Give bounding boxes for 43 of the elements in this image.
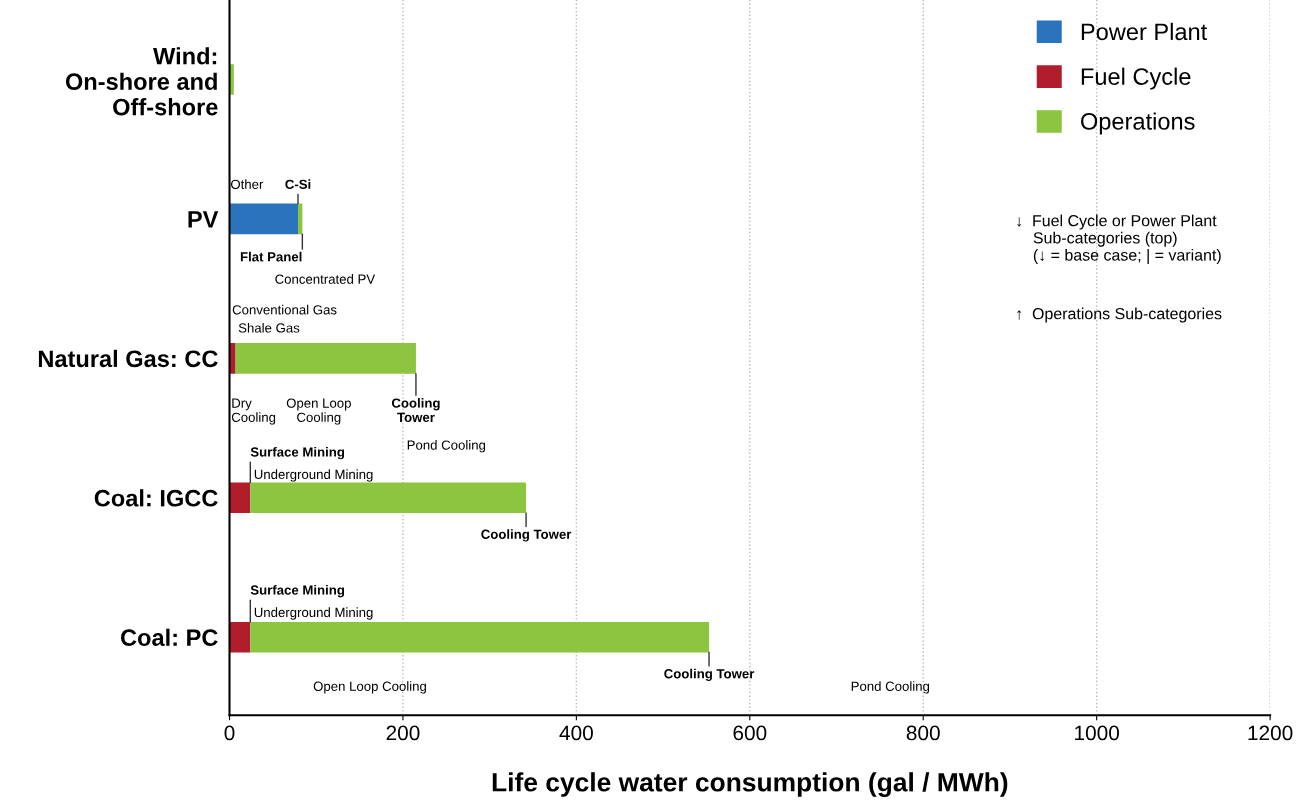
annotation: Cooling Tower <box>664 668 755 682</box>
bar <box>298 203 303 235</box>
annotation: Pond Cooling <box>851 681 930 694</box>
annotation: Dry Cooling <box>231 398 276 425</box>
annotation: Open Loop Cooling <box>313 681 426 694</box>
annotation: Pond Cooling <box>407 440 486 453</box>
bar <box>235 343 416 374</box>
annotation: ↓ Fuel Cycle or Power Plant Sub-categories (top) (↓ = base case; | = variant) <box>1017 214 1221 264</box>
x-tick-label: 1000 <box>1075 725 1120 741</box>
x-tick-label: 800 <box>906 725 940 741</box>
annotation: Conventional Gas <box>232 304 337 315</box>
y-tick-label: Coal: IGCC <box>94 489 218 507</box>
bar <box>250 621 710 653</box>
annotation: Cooling Tower <box>481 529 572 542</box>
annotation: Cooling Tower <box>391 398 440 423</box>
y-tick-label: Natural Gas: CC <box>38 349 218 368</box>
y-tick-label: Coal: PC <box>120 628 218 647</box>
legend-label: Power Plant <box>1081 22 1208 41</box>
x-tick-label: 600 <box>733 725 767 741</box>
annotation: Surface Mining <box>250 585 344 598</box>
annotation: C-Si <box>285 179 311 189</box>
annotation: Underground Mining <box>254 469 373 482</box>
y-tick-label: PV <box>188 211 219 228</box>
x-tick-label: 1200 <box>1248 725 1293 741</box>
annotation: Flat Panel <box>240 251 302 262</box>
x-tick-label: 0 <box>224 725 235 741</box>
x-axis-title: Life cycle water consumption (gal / MWh) <box>492 772 1008 797</box>
annotation: Open Loop Cooling <box>286 398 351 425</box>
y-tick-label: Wind: On-shore and Off-shore <box>65 47 218 116</box>
annotation: Surface Mining <box>250 446 344 460</box>
bar <box>229 621 251 653</box>
annotation: Other <box>231 179 264 189</box>
annotation: Concentrated PV <box>275 274 376 284</box>
x-tick-label: 200 <box>386 725 420 741</box>
annotation: Shale Gas <box>238 322 300 333</box>
bar <box>229 482 251 514</box>
annotation: Underground Mining <box>254 607 373 620</box>
bar <box>250 482 527 514</box>
legend-label: Operations <box>1081 112 1195 135</box>
legend-label: Fuel Cycle <box>1081 67 1191 90</box>
bar <box>229 203 299 235</box>
annotation: ↑ Operations Sub-categories <box>1017 307 1222 323</box>
x-tick-label: 400 <box>559 725 593 741</box>
